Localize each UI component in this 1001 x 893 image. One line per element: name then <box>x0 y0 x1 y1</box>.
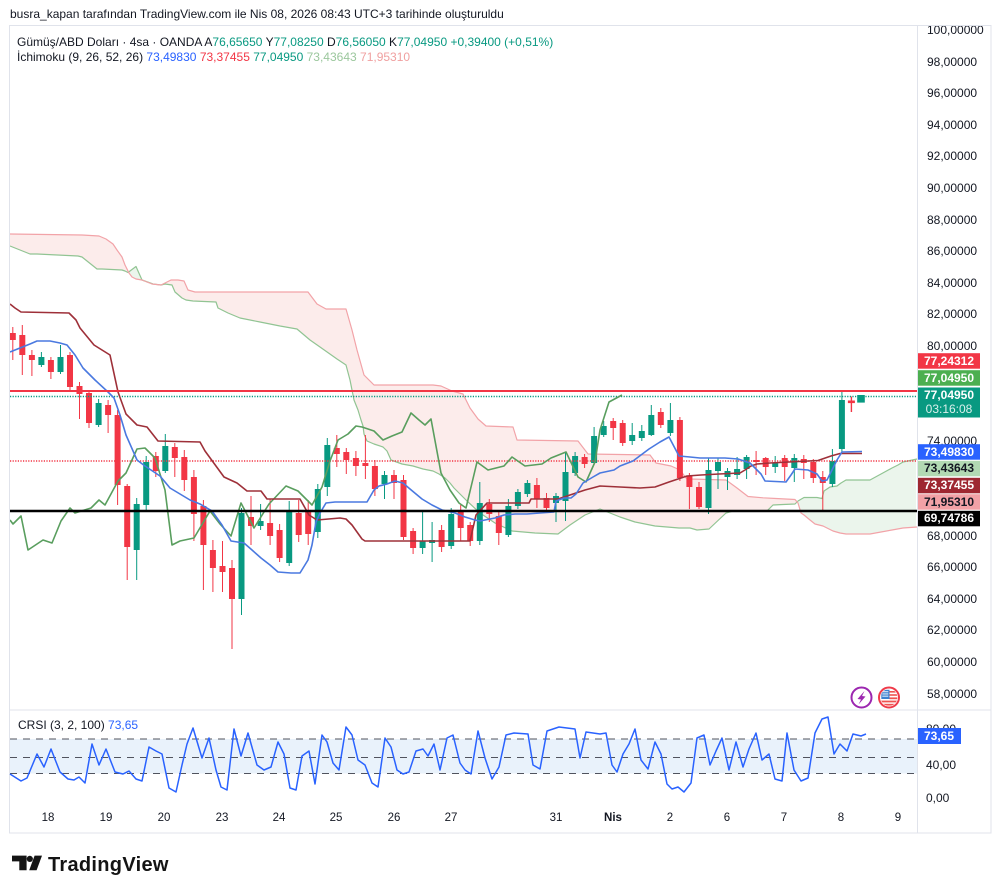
svg-text:71,95310: 71,95310 <box>924 495 974 509</box>
svg-text:69,74786: 69,74786 <box>924 511 974 525</box>
svg-text:77,04950: 77,04950 <box>924 388 974 402</box>
svg-text:77,04950: 77,04950 <box>924 371 974 385</box>
svg-text:03:16:08: 03:16:08 <box>926 402 973 416</box>
svg-text:73,37455: 73,37455 <box>924 478 974 492</box>
svg-text:TradingView: TradingView <box>48 854 169 876</box>
svg-text:77,24312: 77,24312 <box>924 354 974 368</box>
svg-text:73,49830: 73,49830 <box>924 445 974 459</box>
svg-text:73,43643: 73,43643 <box>924 461 974 475</box>
